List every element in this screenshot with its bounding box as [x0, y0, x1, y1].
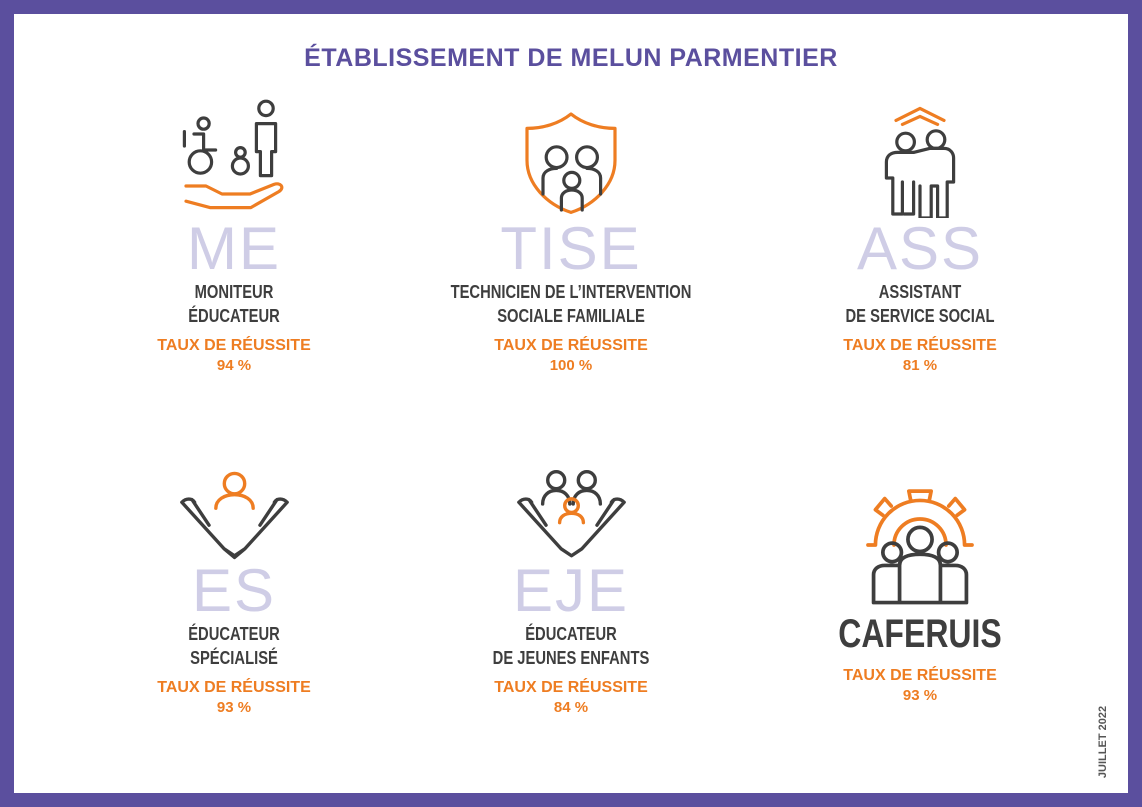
success-value: 81 % — [902, 357, 938, 374]
job-title-line2: SPÉCIALISÉ — [190, 648, 278, 668]
job-title-line2: SOCIALE FAMILIALE — [497, 306, 645, 326]
success-value: 93 % — [902, 687, 938, 704]
success-label: TAUX DE RÉUSSITE — [157, 679, 311, 696]
success-value: 84 % — [553, 699, 589, 716]
card-es: ES ÉDUCATEUR SPÉCIALISÉ TAUX DE RÉUSSITE… — [74, 470, 394, 718]
job-title-line1: TECHNICIEN DE L’INTERVENTION — [450, 282, 692, 302]
card-tise: TISE TECHNICIEN DE L’INTERVENTION SOCIAL… — [411, 98, 731, 376]
success-label: TAUX DE RÉUSSITE — [157, 337, 311, 354]
job-title-line1: ASSISTANT — [878, 282, 962, 302]
success-value: 100 % — [549, 357, 593, 374]
card-caferuis: CAFERUIS TAUX DE RÉUSSITE 93 % — [760, 480, 1080, 706]
roof-people-icon — [760, 98, 1080, 218]
job-title-line2: DE SERVICE SOCIAL — [845, 306, 995, 326]
card-ass: ASS ASSISTANT DE SERVICE SOCIAL TAUX DE … — [760, 98, 1080, 376]
job-title-line2: DE JEUNES ENFANTS — [492, 648, 650, 668]
date-label: JUILLET 2022 — [1097, 705, 1109, 779]
hands-children-icon — [411, 470, 731, 560]
gear-team-icon — [760, 480, 1080, 610]
abbr-watermark: ES — [191, 557, 277, 624]
abbr-watermark: EJE — [512, 557, 630, 624]
job-title-line2: ÉDUCATEUR — [188, 306, 280, 326]
card-eje: EJE ÉDUCATEUR DE JEUNES ENFANTS TAUX DE … — [411, 470, 731, 718]
success-label: TAUX DE RÉUSSITE — [843, 337, 997, 354]
hands-person-icon — [74, 470, 394, 560]
success-label: TAUX DE RÉUSSITE — [843, 667, 997, 684]
abbr-watermark: ME — [187, 215, 281, 282]
job-title-line1: ÉDUCATEUR — [188, 624, 280, 644]
success-value: 94 % — [216, 357, 252, 374]
abbr-watermark: TISE — [500, 215, 642, 282]
job-title-line1: MONITEUR — [194, 282, 274, 302]
page-title: ÉTABLISSEMENT DE MELUN PARMENTIER — [304, 44, 838, 72]
caferuis-label: CAFERUIS — [838, 612, 1002, 656]
abbr-watermark: ASS — [856, 215, 984, 282]
card-me: ME MONITEUR ÉDUCATEUR TAUX DE RÉUSSITE 9… — [74, 98, 394, 376]
success-label: TAUX DE RÉUSSITE — [494, 337, 648, 354]
hand-family-icon — [74, 98, 394, 218]
success-value: 93 % — [216, 699, 252, 716]
shield-family-icon — [411, 98, 731, 218]
job-title-line1: ÉDUCATEUR — [525, 624, 617, 644]
success-label: TAUX DE RÉUSSITE — [494, 679, 648, 696]
